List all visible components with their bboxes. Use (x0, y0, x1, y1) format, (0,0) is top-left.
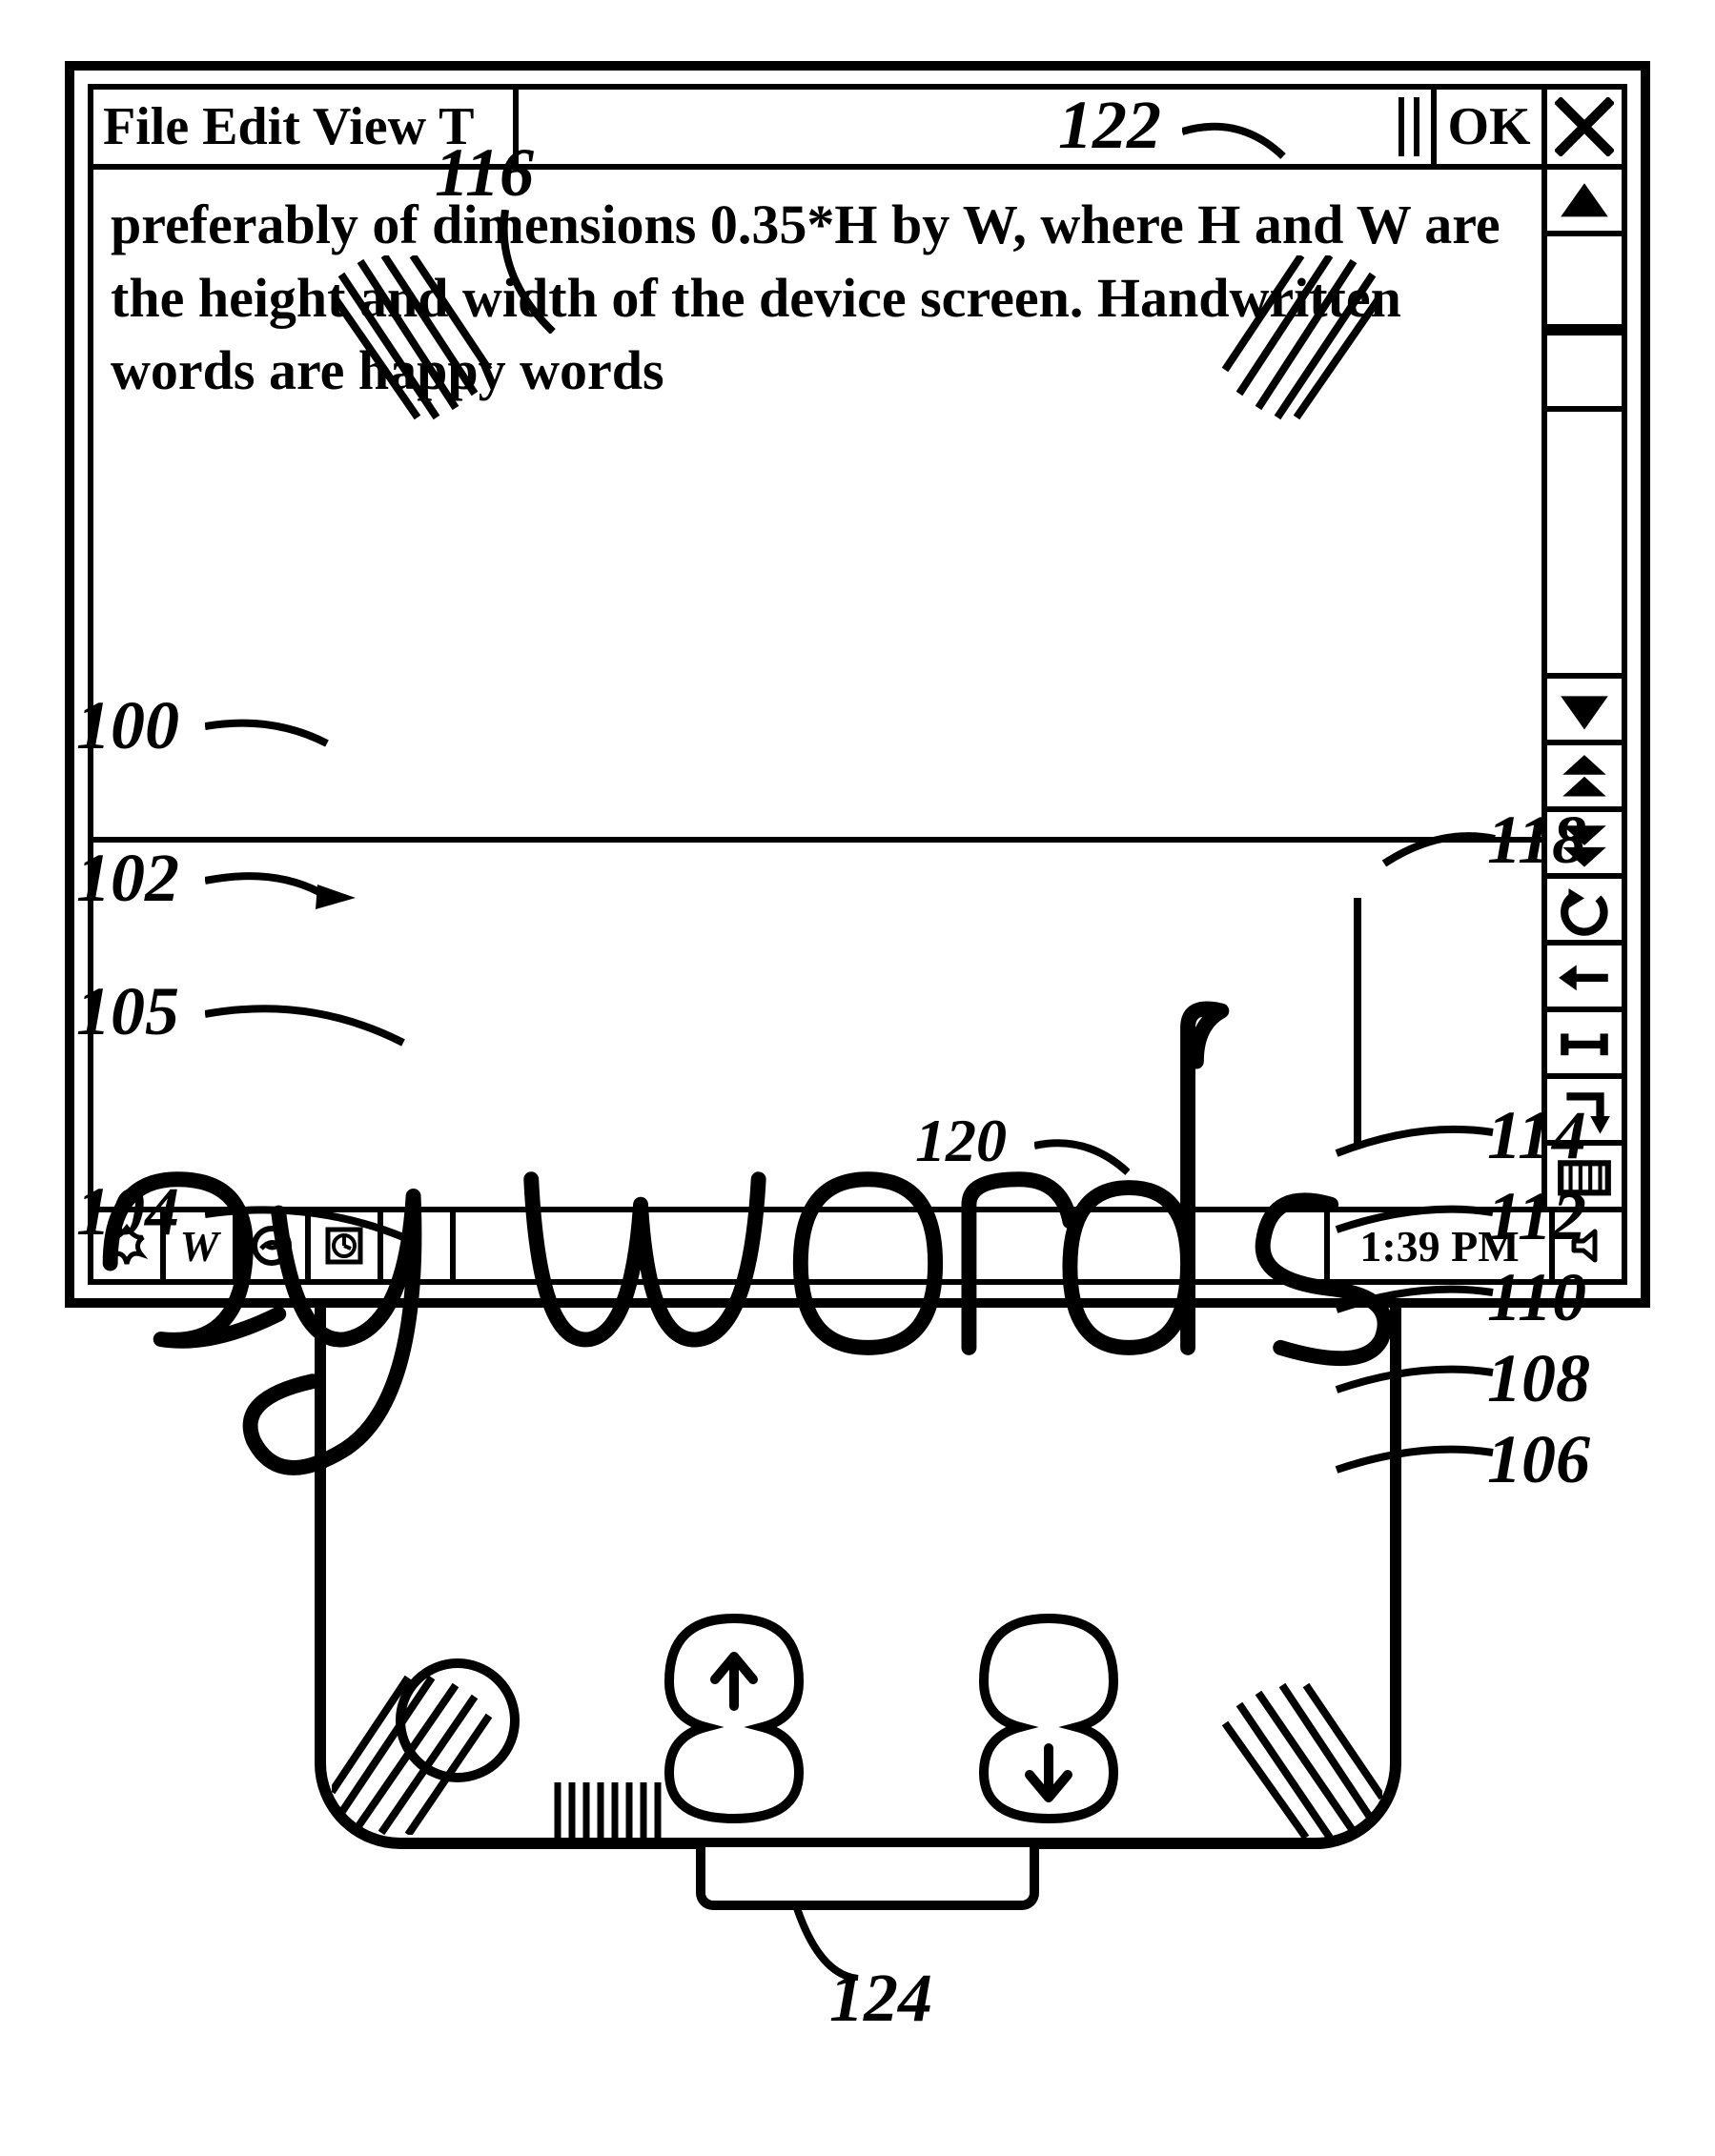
ref-102: 102 (76, 839, 179, 918)
lead-122 (1182, 114, 1287, 172)
lead-124 (791, 1904, 877, 1981)
close-button[interactable] (1547, 90, 1622, 164)
hatch-bottom-left (332, 1668, 494, 1835)
lead-100 (205, 715, 329, 763)
lead-106 (1335, 1443, 1495, 1481)
lead-120 (1034, 1134, 1130, 1182)
screen: File Edit View T OK (88, 84, 1627, 1285)
ref-112: 112 (1487, 1177, 1586, 1256)
lead-105 (205, 1001, 405, 1058)
scroll-down-button[interactable] (1547, 679, 1622, 745)
space-button[interactable] (1547, 1012, 1622, 1079)
hatch-top-left (332, 255, 494, 427)
scroll-track-top[interactable] (1547, 236, 1622, 330)
lead-108 (1335, 1363, 1495, 1401)
hatch-top-right (1220, 255, 1382, 427)
lead-110 (1335, 1283, 1495, 1321)
undo-button[interactable] (1547, 879, 1622, 946)
ref-114: 114 (1487, 1096, 1586, 1175)
screen-frame: File Edit View T OK (65, 61, 1650, 1308)
ref-122: 122 (1058, 86, 1161, 165)
tool-rail (1541, 170, 1622, 1212)
ref-110: 110 (1487, 1258, 1586, 1337)
lead-104 (205, 1203, 405, 1251)
lead-102 (205, 867, 357, 915)
scroll-up-button[interactable] (1547, 170, 1622, 236)
backspace-button[interactable] (1547, 946, 1622, 1012)
dpad-down-button[interactable] (963, 1611, 1134, 1825)
insertion-caret (1354, 898, 1361, 1146)
dock-connector (696, 1847, 1039, 1910)
ref-104: 104 (76, 1172, 179, 1251)
scroll-thumb[interactable] (1547, 330, 1622, 412)
hatch-bottom-mid (553, 1782, 677, 1840)
taskbar-spacer (456, 1212, 1330, 1279)
lead-118 (1382, 829, 1497, 875)
grip-icon (1387, 95, 1431, 158)
hatch-bottom-right (1220, 1676, 1382, 1838)
lead-112 (1335, 1203, 1495, 1241)
lead-116 (496, 210, 591, 334)
menu-spacer (519, 90, 1437, 164)
menu-bar: File Edit View T OK (93, 90, 1622, 170)
ref-116: 116 (435, 133, 534, 213)
figure-canvas: { "figure": { "canvas": { "width": 1799,… (0, 0, 1715, 2156)
ref-106: 106 (1487, 1420, 1590, 1499)
ref-120: 120 (915, 1106, 1007, 1176)
lead-114 (1335, 1123, 1495, 1165)
ref-105: 105 (76, 972, 179, 1051)
ref-118: 118 (1487, 801, 1586, 880)
ok-button[interactable]: OK (1437, 90, 1547, 164)
ref-108: 108 (1487, 1339, 1590, 1418)
ref-100: 100 (76, 686, 179, 765)
scroll-track-bottom[interactable] (1547, 412, 1622, 680)
